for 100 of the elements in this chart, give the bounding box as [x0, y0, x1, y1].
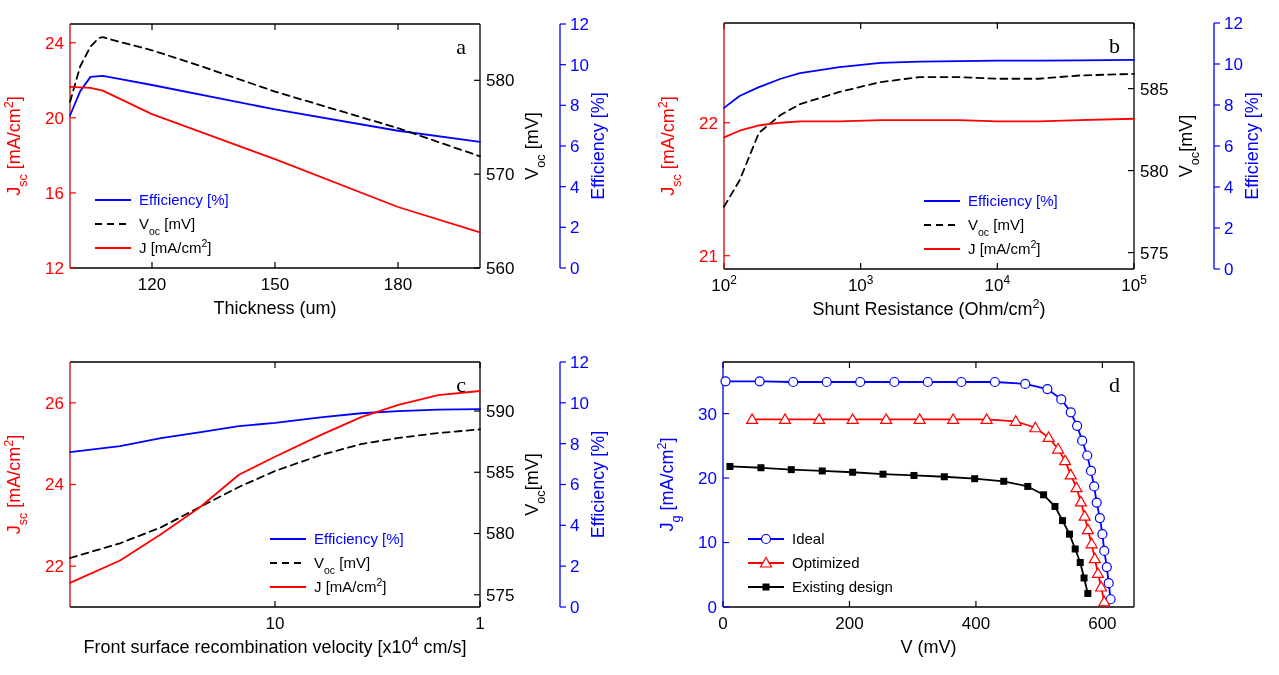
x-tick-label: 180: [383, 275, 413, 294]
y-tick-label: 30: [698, 404, 717, 424]
legend-label: J [mA/cm$^{2}$]: [314, 576, 387, 596]
y-tick-label: 10: [698, 533, 717, 553]
point: [745, 413, 759, 424]
legend-label: V$_{oc}$ [mV]: [314, 554, 371, 577]
point: [1000, 477, 1008, 485]
y3-tick-label: 8: [570, 96, 580, 116]
point: [778, 413, 792, 424]
point: [1084, 589, 1092, 597]
point: [1080, 574, 1088, 582]
point: [922, 376, 933, 388]
point: [1077, 435, 1088, 446]
point: [1105, 594, 1116, 605]
y2-tick-label: 590: [486, 401, 515, 421]
y2-tick-label: 585: [1140, 79, 1169, 99]
y3-axis-title: Efficiency [%]: [588, 92, 608, 200]
x-axis-title: V (mV): [900, 637, 957, 657]
y2-tick-label: 570: [486, 165, 515, 185]
point: [1095, 580, 1108, 592]
point: [980, 413, 993, 424]
legend-label: J [mA/cm$^{2}$]: [968, 238, 1041, 258]
y3-tick-label: 12: [570, 14, 589, 34]
legend-label: Ideal: [792, 530, 825, 548]
point: [947, 413, 960, 424]
y2-tick-label: 560: [486, 258, 515, 278]
point: [821, 376, 832, 388]
y-tick-label: 20: [45, 108, 64, 128]
y3-tick-label: 4: [1224, 177, 1234, 197]
y3-tick-label: 10: [570, 393, 589, 413]
point: [787, 466, 795, 474]
point: [1101, 561, 1112, 573]
point: [1085, 537, 1098, 549]
y2-tick-label: 575: [486, 585, 515, 605]
y3-tick-label: 0: [570, 597, 580, 617]
y3-tick-label: 2: [570, 218, 580, 238]
y3-tick-label: 12: [1224, 13, 1243, 33]
point: [1088, 552, 1101, 564]
y-tick-label: 21: [699, 246, 718, 266]
point: [1081, 523, 1094, 535]
point: [889, 376, 900, 388]
point: [913, 413, 926, 424]
point: [879, 470, 887, 478]
y-tick-label: 22: [45, 557, 64, 577]
point: [1065, 407, 1076, 418]
point: [1059, 517, 1067, 525]
y3-tick-label: 6: [570, 136, 580, 156]
point: [1074, 495, 1087, 507]
annotation: b: [1109, 33, 1120, 58]
y2-tick-label: 575: [1140, 243, 1169, 263]
point: [1091, 567, 1105, 579]
y-tick-label: 0: [707, 597, 717, 617]
x-axis-title: Front surface recombination velocity [x10$^{4}$ cm/s]: [83, 635, 467, 657]
x-tick-label: 10$^{2}$: [711, 273, 738, 295]
x-axis-title: Thickness (um): [213, 298, 337, 318]
y2-tick-label: 585: [486, 463, 515, 483]
point: [1009, 415, 1022, 426]
y3-tick-label: 2: [570, 557, 580, 577]
point: [1064, 468, 1077, 480]
y3-tick-label: 2: [1224, 218, 1234, 238]
point: [910, 471, 918, 479]
point: [880, 413, 893, 424]
point: [1052, 442, 1065, 454]
point: [1103, 578, 1114, 589]
legend-label: Existing design: [792, 578, 893, 596]
legend-label: V$_{oc}$ [mV]: [139, 215, 196, 238]
point: [1024, 482, 1032, 490]
x-tick-label: 10: [265, 614, 285, 633]
y-tick-label: 16: [45, 183, 64, 203]
point: [813, 413, 826, 424]
point: [1071, 545, 1079, 553]
x-tick-label: 10$^{3}$: [847, 273, 874, 295]
x-tick-label: 120: [137, 275, 167, 294]
x-tick-label: 150: [260, 275, 290, 294]
y-tick-label: 22: [699, 113, 718, 133]
point: [1085, 465, 1097, 477]
y3-tick-label: 6: [1224, 136, 1234, 156]
point: [940, 473, 948, 481]
line-series: [69, 74, 481, 143]
point: [754, 376, 765, 387]
point: [788, 376, 799, 388]
point: [971, 475, 979, 483]
x-tick-label: 10$^{5}$: [1121, 273, 1148, 295]
legend-label: Efficiency [%]: [968, 192, 1058, 210]
point: [818, 467, 826, 475]
annotation: c: [456, 372, 467, 397]
point: [1066, 530, 1073, 538]
point: [1056, 394, 1067, 405]
point: [1042, 431, 1055, 443]
y3-axis-title: Efficiency [%]: [588, 430, 608, 539]
annotation: a: [456, 34, 467, 59]
point: [720, 376, 731, 387]
point: [989, 376, 1000, 388]
point: [1076, 559, 1084, 567]
point: [956, 376, 967, 388]
point: [1042, 383, 1053, 395]
point: [1091, 497, 1102, 508]
point: [1040, 491, 1048, 499]
legend-label: V$_{oc}$ [mV]: [968, 216, 1025, 239]
point: [726, 462, 734, 470]
